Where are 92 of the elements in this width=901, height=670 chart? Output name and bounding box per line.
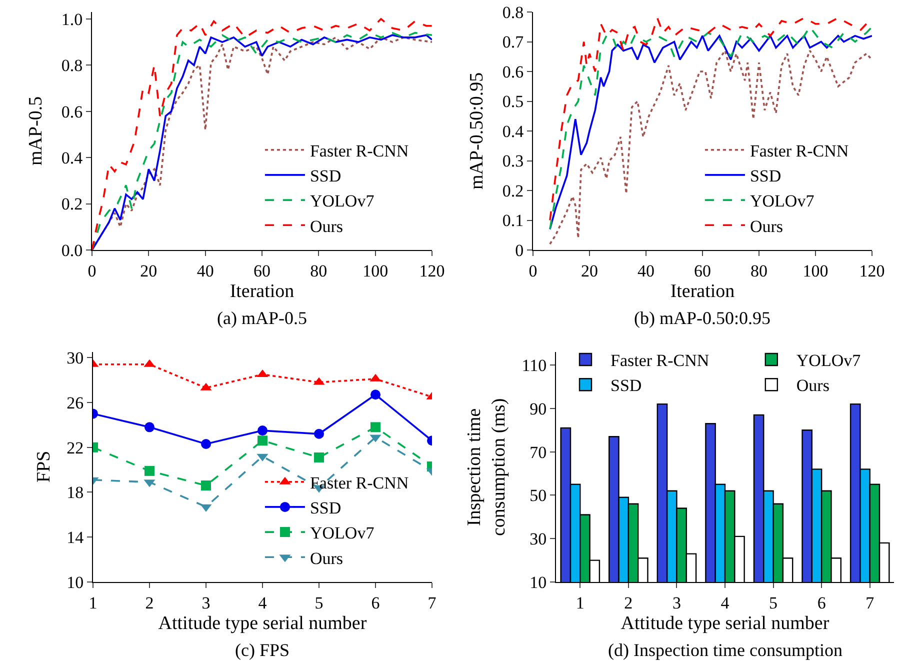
x-tick-label: 60 xyxy=(694,261,711,280)
y-tick-label: 26 xyxy=(66,393,84,412)
legend-label: Faster R-CNN xyxy=(310,473,409,492)
y-tick-label: 0.4 xyxy=(61,148,84,168)
x-tick-label: 40 xyxy=(196,261,214,280)
legend-label: Ours xyxy=(310,548,344,568)
y-tick-label: 10 xyxy=(530,572,547,592)
y-axis-title: mAP-0.5 xyxy=(26,96,46,166)
y-tick-label: 110 xyxy=(522,356,547,375)
x-axis-title: Attitude type serial number xyxy=(158,613,368,634)
y-tick-label: 90 xyxy=(530,399,547,418)
legend-label: Faster R-CNN xyxy=(750,141,849,160)
y-tick-label: 14 xyxy=(66,528,84,548)
y-tick-label: 10 xyxy=(66,572,84,592)
x-tick-label: 80 xyxy=(750,261,768,280)
x-tick-label: 120 xyxy=(419,261,445,280)
x-axis-title: Attitude type serial number xyxy=(620,613,830,634)
y-tick-label: 0.2 xyxy=(61,194,83,214)
x-tick-label: 2 xyxy=(145,593,154,612)
text: (d) Inspection time consumption xyxy=(608,640,842,660)
x-tick-label: 1 xyxy=(88,593,98,612)
y-tick-label: 30 xyxy=(66,348,84,368)
x-tick-label: 6 xyxy=(817,593,826,612)
legend-label: Ours xyxy=(750,216,784,236)
x-tick-label: 1 xyxy=(576,593,584,612)
x-tick-label: 3 xyxy=(202,593,210,612)
x-axis-title: Iteration xyxy=(670,281,736,302)
y-axis-title: Inspection time consumption (ms) xyxy=(464,398,510,536)
y-tick-label: 0 xyxy=(515,240,524,260)
x-tick-label: 5 xyxy=(314,593,324,612)
point xyxy=(201,480,211,491)
y-tick-label: 0.6 xyxy=(61,102,83,122)
text: (a) mAP-0.5 xyxy=(217,308,307,328)
y-tick-label: 0.5 xyxy=(502,92,524,112)
y-tick-label: 0.6 xyxy=(502,62,524,82)
point xyxy=(314,452,324,462)
y-tick-label: 30 xyxy=(530,530,547,549)
x-axis-title: Iteration xyxy=(230,281,295,302)
point xyxy=(370,390,380,400)
x-tick-label: 100 xyxy=(362,261,388,280)
legend-label: Ours xyxy=(796,376,830,396)
legend-label: Faster R-CNN xyxy=(310,141,409,160)
x-tick-label: 6 xyxy=(371,593,380,612)
legend-label: SSD xyxy=(750,166,782,186)
legend-label: SSD xyxy=(310,166,342,186)
y-tick-label: 70 xyxy=(530,442,547,462)
y-tick-label: 0.0 xyxy=(61,240,83,260)
x-tick-label: 60 xyxy=(254,261,270,280)
y-tick-label: 0.2 xyxy=(502,181,524,200)
y-tick-label: 0.8 xyxy=(61,56,83,76)
point xyxy=(144,466,154,476)
point xyxy=(258,436,268,446)
x-tick-label: 100 xyxy=(802,261,828,280)
x-tick-label: 20 xyxy=(140,261,158,280)
x-tick-label: 80 xyxy=(310,261,328,280)
point xyxy=(314,428,324,439)
x-tick-label: 120 xyxy=(859,261,885,280)
y-tick-label: 0.3 xyxy=(502,152,524,171)
x-tick-label: 0 xyxy=(88,261,96,280)
point xyxy=(258,426,268,436)
x-tick-label: 2 xyxy=(624,593,633,612)
legend-label: YOLOv7 xyxy=(310,524,375,543)
point xyxy=(144,422,154,432)
legend-label: Ours xyxy=(310,216,344,236)
y-tick-label: 0.8 xyxy=(502,2,524,22)
legend-label: YOLOv7 xyxy=(310,192,375,211)
y-axis-title: mAP-0.50:0.95 xyxy=(466,72,488,190)
x-tick-label: 4 xyxy=(720,593,730,612)
legend-label: SSD xyxy=(310,498,342,518)
legend-label: YOLOv7 xyxy=(750,192,815,211)
point xyxy=(201,439,211,449)
y-tick-label: 1.0 xyxy=(61,10,83,29)
y-tick-label: 0.7 xyxy=(502,32,524,52)
legend-label: Faster R-CNN xyxy=(610,351,710,370)
y-tick-label: 0.4 xyxy=(502,122,524,141)
y-tick-label: 0.1 xyxy=(502,211,524,230)
x-tick-label: 40 xyxy=(638,261,654,280)
text: (b) mAP-0.50:0.95 xyxy=(634,308,770,328)
text: (c) FPS xyxy=(235,640,290,660)
x-tick-label: 7 xyxy=(428,593,437,612)
legend-label: SSD xyxy=(610,376,642,396)
y-tick-label: 18 xyxy=(66,483,84,502)
y-tick-label: 50 xyxy=(530,486,547,506)
legend-label: YOLOv7 xyxy=(796,351,862,370)
y-tick-label: 22 xyxy=(66,438,84,458)
point xyxy=(370,422,380,432)
x-tick-label: 4 xyxy=(258,593,268,612)
x-tick-label: 20 xyxy=(581,261,598,280)
x-tick-label: 3 xyxy=(672,593,681,612)
y-axis-title: FPS xyxy=(34,450,54,482)
x-tick-label: 7 xyxy=(866,593,875,612)
x-tick-label: 5 xyxy=(769,593,778,612)
